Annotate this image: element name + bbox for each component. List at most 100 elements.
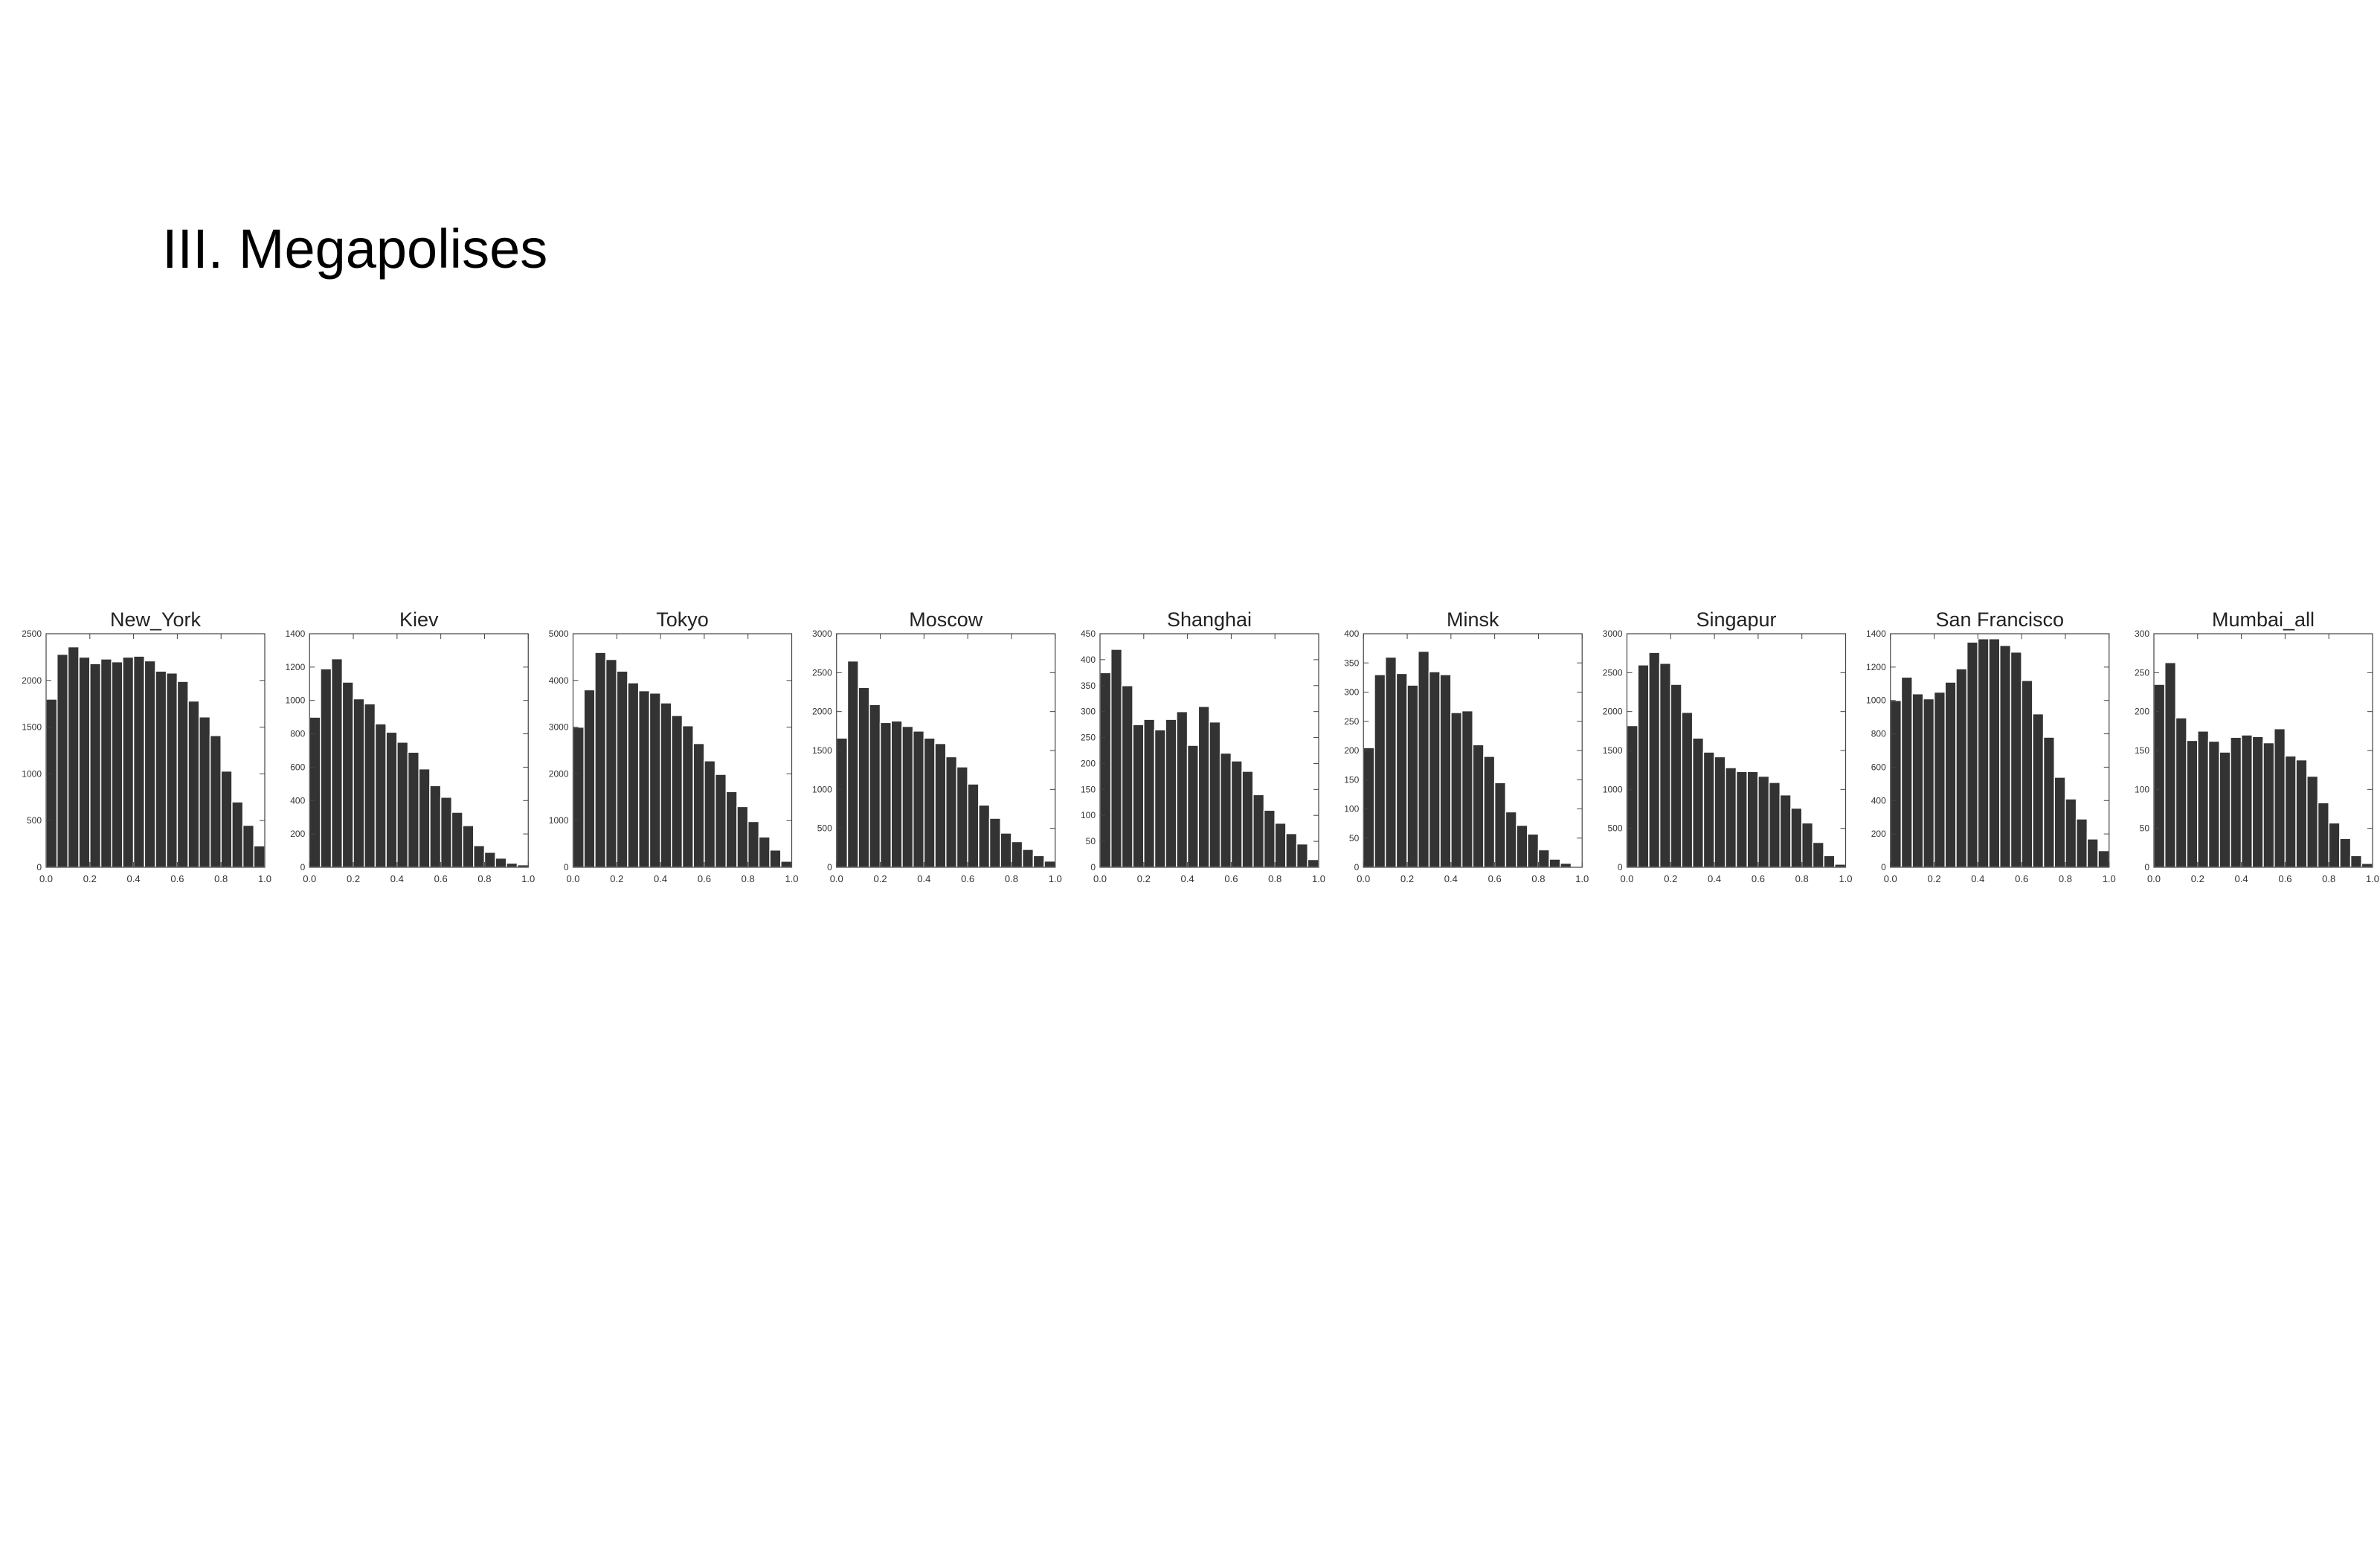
plot-frame-san-francisco bbox=[1890, 633, 2110, 868]
bar-moscow-13 bbox=[978, 804, 991, 868]
bar-minsk-10 bbox=[1472, 744, 1485, 868]
bar-singapur-8 bbox=[1714, 756, 1726, 868]
slide-title: III. Megapolises bbox=[162, 218, 548, 280]
ytick-label-new-york-4: 2000 bbox=[22, 675, 42, 686]
bar-moscow-15 bbox=[1000, 832, 1012, 868]
bar-minsk-5 bbox=[1418, 650, 1430, 868]
bar-moscow-1 bbox=[846, 660, 859, 868]
bar-mumbai-all-7 bbox=[2230, 736, 2242, 868]
ytick-label-kiev-6: 1200 bbox=[286, 662, 306, 672]
bar-minsk-8 bbox=[1450, 712, 1463, 868]
bar-minsk-13 bbox=[1505, 811, 1517, 868]
bar-tokyo-0 bbox=[572, 726, 585, 868]
ytick-label-new-york-3: 1500 bbox=[22, 722, 42, 733]
bar-tokyo-18 bbox=[769, 849, 782, 868]
histogram-kiev: Kiev 0 200 400 600 800 1000 1200 1400 0.0 0.2 0.4 0.… bbox=[286, 608, 536, 884]
bar-shanghai-8 bbox=[1186, 745, 1200, 868]
bar-tokyo-16 bbox=[747, 820, 760, 868]
xtick-label-tokyo-5: 1.0 bbox=[785, 873, 798, 884]
bar-mumbai-all-16 bbox=[2328, 822, 2341, 868]
chart-title-new-york: New_York bbox=[110, 608, 202, 631]
bar-kiev-15 bbox=[473, 845, 486, 868]
bar-tokyo-7 bbox=[649, 692, 661, 868]
histogram-san-francisco: San Francisco 0 200 400 600 800 1000 1200 1400 0.… bbox=[1866, 608, 2116, 884]
bar-kiev-8 bbox=[396, 742, 409, 868]
bar-san-francisco-11 bbox=[2010, 651, 2022, 868]
bar-tokyo-11 bbox=[692, 742, 705, 868]
bar-new-york-2 bbox=[67, 646, 80, 868]
ytick-label-moscow-3: 1500 bbox=[812, 745, 832, 756]
xtick-label-san-francisco-2: 0.4 bbox=[1971, 873, 1984, 884]
bar-shanghai-11 bbox=[1219, 752, 1232, 868]
ytick-label-moscow-5: 2500 bbox=[812, 667, 832, 678]
bar-shanghai-5 bbox=[1154, 729, 1166, 868]
ytick-label-new-york-1: 500 bbox=[27, 815, 42, 826]
bar-san-francisco-8 bbox=[1977, 637, 1990, 868]
ytick-label-kiev-1: 200 bbox=[290, 829, 305, 839]
xtick-label-minsk-5: 1.0 bbox=[1575, 873, 1589, 884]
bar-moscow-18 bbox=[1032, 855, 1045, 868]
xtick-label-tokyo-2: 0.4 bbox=[654, 873, 667, 884]
xtick-label-singapur-0: 0.0 bbox=[1620, 873, 1633, 884]
bar-new-york-9 bbox=[144, 660, 156, 868]
bar-new-york-0 bbox=[45, 698, 58, 868]
bar-moscow-17 bbox=[1021, 849, 1035, 868]
bar-tokyo-6 bbox=[637, 690, 651, 868]
bar-minsk-2 bbox=[1384, 656, 1398, 868]
bar-new-york-11 bbox=[165, 672, 178, 868]
xtick-label-san-francisco-3: 0.6 bbox=[2015, 873, 2028, 884]
bar-moscow-9 bbox=[934, 742, 947, 868]
bar-singapur-4 bbox=[1670, 684, 1682, 868]
bar-san-francisco-0 bbox=[1890, 699, 1903, 868]
bar-san-francisco-9 bbox=[1988, 637, 2001, 868]
histogram-new-york: New_York 0 500 1000 1500 2000 2500 0.0 0.2 0.4 0.6… bbox=[22, 608, 271, 884]
bar-new-york-7 bbox=[122, 656, 135, 868]
bar-singapur-9 bbox=[1725, 767, 1737, 868]
ytick-label-singapur-6: 3000 bbox=[1603, 629, 1623, 639]
bar-shanghai-12 bbox=[1230, 760, 1243, 868]
bar-moscow-0 bbox=[836, 737, 849, 868]
xtick-label-tokyo-4: 0.8 bbox=[742, 873, 755, 884]
xtick-label-new-york-4: 0.8 bbox=[214, 873, 228, 884]
ytick-label-shanghai-5: 250 bbox=[1081, 733, 1096, 743]
bar-mumbai-all-3 bbox=[2186, 739, 2199, 868]
bar-kiev-13 bbox=[451, 811, 463, 868]
ytick-label-mumbai-all-3: 150 bbox=[2135, 745, 2149, 756]
ytick-label-minsk-7: 350 bbox=[1344, 658, 1359, 668]
xtick-label-san-francisco-4: 0.8 bbox=[2059, 873, 2072, 884]
xtick-label-moscow-4: 0.8 bbox=[1005, 873, 1018, 884]
bar-tokyo-14 bbox=[725, 791, 738, 868]
bar-mumbai-all-19 bbox=[2361, 863, 2373, 868]
bar-mumbai-all-1 bbox=[2164, 661, 2177, 868]
xtick-label-shanghai-0: 0.0 bbox=[1093, 873, 1107, 884]
ytick-label-kiev-0: 0 bbox=[300, 862, 306, 872]
bar-shanghai-7 bbox=[1176, 710, 1189, 868]
bar-tokyo-8 bbox=[660, 702, 672, 868]
bar-tokyo-2 bbox=[594, 652, 607, 868]
chart-title-singapur: Singapur bbox=[1696, 608, 1776, 631]
bar-tokyo-9 bbox=[671, 715, 684, 868]
bar-new-york-17 bbox=[231, 801, 244, 868]
bar-singapur-1 bbox=[1637, 664, 1650, 868]
ytick-label-moscow-2: 1000 bbox=[812, 784, 832, 794]
xtick-label-moscow-3: 0.6 bbox=[961, 873, 974, 884]
bar-new-york-13 bbox=[187, 700, 200, 868]
bar-moscow-11 bbox=[956, 766, 968, 868]
bar-san-francisco-7 bbox=[1966, 641, 1979, 868]
ytick-label-san-francisco-2: 400 bbox=[1871, 795, 1886, 806]
bar-tokyo-5 bbox=[627, 682, 640, 868]
ytick-label-mumbai-all-6: 300 bbox=[2135, 629, 2149, 639]
bar-mumbai-all-13 bbox=[2295, 759, 2308, 868]
bar-mumbai-all-18 bbox=[2350, 855, 2363, 868]
xtick-label-tokyo-1: 0.2 bbox=[610, 873, 623, 884]
bar-new-york-16 bbox=[220, 770, 233, 868]
ytick-label-shanghai-2: 100 bbox=[1081, 810, 1096, 820]
bar-new-york-12 bbox=[176, 681, 189, 868]
bar-new-york-14 bbox=[199, 716, 211, 868]
ytick-label-singapur-3: 1500 bbox=[1603, 745, 1623, 756]
ytick-label-shanghai-8: 400 bbox=[1081, 655, 1096, 665]
bar-shanghai-16 bbox=[1274, 822, 1287, 868]
xtick-label-shanghai-3: 0.6 bbox=[1224, 873, 1238, 884]
bar-kiev-4 bbox=[353, 698, 365, 868]
xtick-label-mumbai-all-5: 1.0 bbox=[2366, 873, 2379, 884]
